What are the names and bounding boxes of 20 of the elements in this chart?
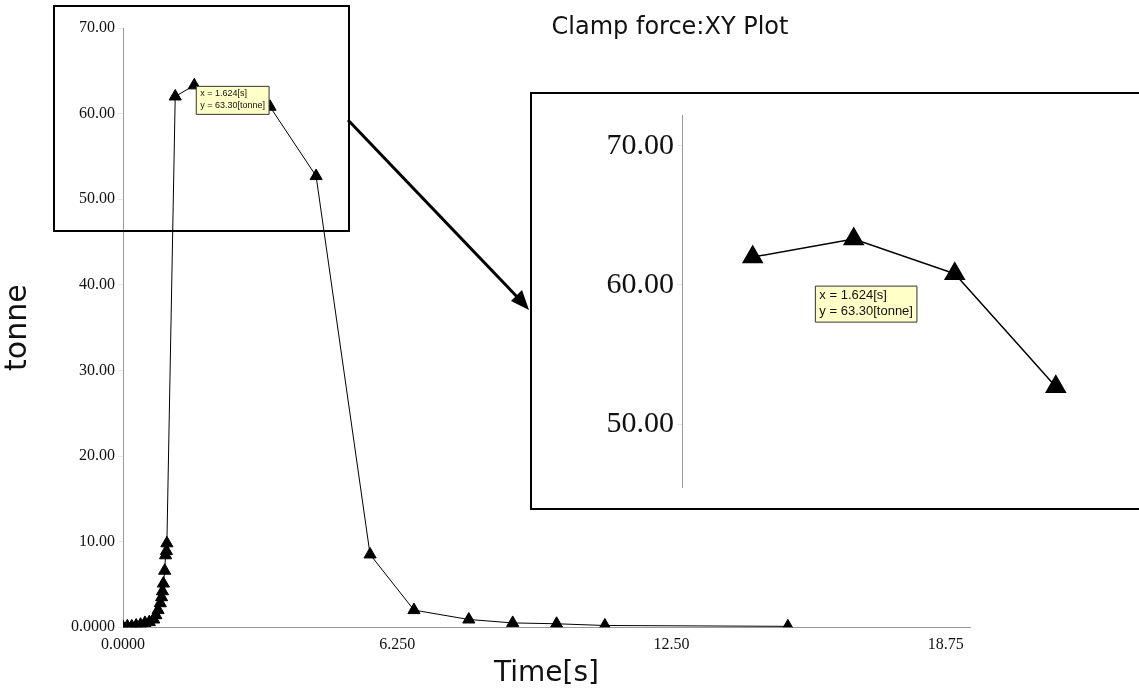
y-tick-label: 60.00: [79, 103, 115, 121]
x-axis-title: Time[s]: [493, 655, 599, 689]
y-tick-label: 0.0000: [71, 617, 115, 635]
y-tick-label: 50.00: [79, 189, 115, 207]
chart-title: Clamp force:XY Plot: [550, 12, 790, 40]
x-tick-label: 6.250: [379, 635, 416, 652]
y-tick-label: 70.00: [606, 126, 674, 160]
y-axis-title: tonne: [0, 284, 33, 371]
y-tick-label: 70.00: [79, 18, 115, 36]
y-tick-label: 50.00: [606, 405, 674, 439]
y-tick-label: 10.00: [79, 531, 115, 549]
annotation: x = 1.624[s] y = 63.30[tonne]: [200, 88, 266, 111]
x-tick-label: 12.50: [653, 635, 690, 652]
annotation: x = 1.624[s] y = 63.30[tonne]: [819, 287, 913, 319]
x-tick-label: 0.0000: [101, 635, 145, 652]
y-tick-label: 30.00: [79, 360, 115, 378]
y-tick-label: 20.00: [79, 446, 115, 464]
y-tick-label: 60.00: [606, 265, 674, 299]
y-tick-label: 40.00: [79, 275, 115, 292]
x-tick-label: 18.75: [927, 635, 964, 652]
